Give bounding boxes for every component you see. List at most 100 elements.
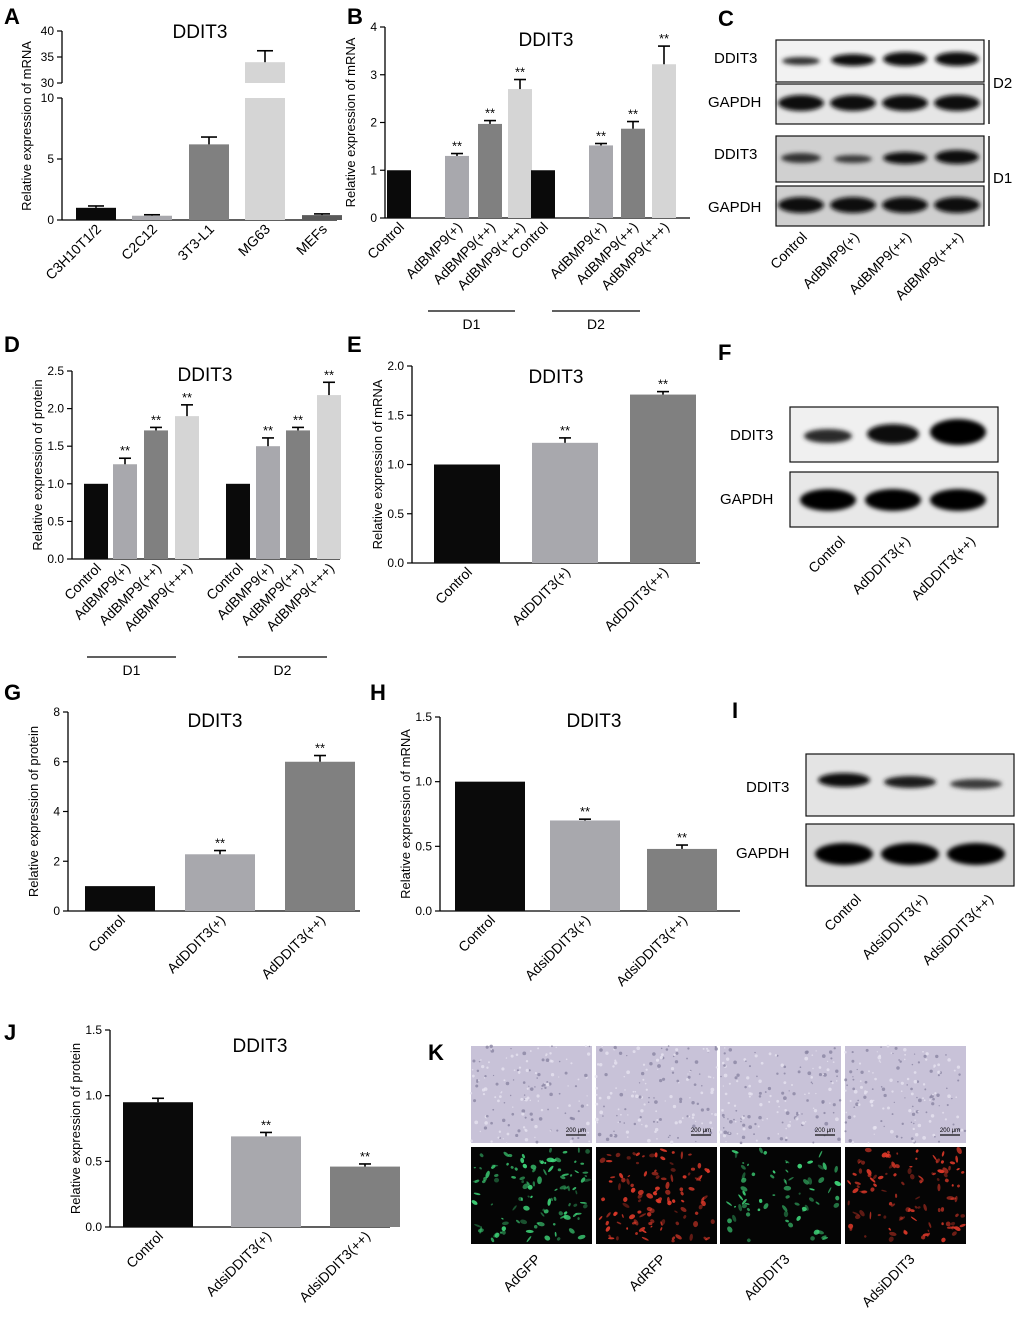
cell-speck [723, 1130, 728, 1135]
fluorescent-cell [627, 1175, 631, 1178]
cell-speck [538, 1117, 543, 1121]
y-tick-label: 1.0 [415, 775, 432, 789]
fluorescent-cell [763, 1150, 768, 1155]
bar [189, 144, 229, 220]
bar [652, 64, 676, 219]
blot-c-row-label: GAPDH [708, 199, 761, 216]
cell-speck [769, 1094, 772, 1098]
cell-speck [960, 1128, 964, 1132]
fluorescent-cell [877, 1175, 884, 1180]
fluorescent-cell [932, 1154, 937, 1161]
y-tick-label: 1.0 [47, 477, 64, 491]
cell-speck [625, 1130, 630, 1134]
fluorescent-cell [510, 1165, 514, 1169]
blot-band [930, 419, 986, 445]
fluorescent-cell [788, 1176, 794, 1181]
cell-speck [910, 1092, 914, 1096]
cell-speck [783, 1096, 787, 1101]
cell-speck [836, 1075, 838, 1078]
cell-speck [669, 1095, 673, 1099]
fluorescent-cell [742, 1162, 745, 1164]
cell-speck [679, 1100, 682, 1104]
y-tick-label: 2 [53, 854, 60, 868]
cell-speck [485, 1114, 489, 1118]
fluorescent-cell [616, 1221, 622, 1225]
cell-speck [672, 1104, 677, 1109]
cell-speck [891, 1113, 894, 1116]
cell-speck [567, 1085, 569, 1087]
cell-speck [808, 1092, 810, 1095]
blot-i-row-label: GAPDH [736, 845, 789, 862]
cell-speck [673, 1053, 676, 1056]
cell-speck [814, 1128, 817, 1132]
fluorescent-cell [556, 1237, 561, 1241]
fluorescent-cell [477, 1228, 484, 1233]
fluorescent-cell [660, 1227, 663, 1231]
cell-speck [500, 1092, 502, 1094]
cell-speck [501, 1067, 505, 1071]
cell-speck [734, 1076, 738, 1080]
fluorescent-cell [550, 1197, 554, 1202]
fluorescent-cell [503, 1151, 509, 1157]
micrograph-label: AdDDIT3 [741, 1251, 793, 1303]
fluorescent-cell [757, 1208, 761, 1212]
fluorescent-cell [881, 1152, 888, 1158]
western-blot-panel-c: DDIT3 GAPDH DDIT3 GAPDH D2 [708, 39, 1012, 303]
fluorescent-cell [554, 1157, 562, 1163]
chart-title: DDIT3 [529, 367, 584, 388]
cell-speck [485, 1045, 489, 1049]
cell-speck [937, 1074, 940, 1077]
cell-speck [851, 1140, 855, 1144]
cell-speck [643, 1103, 646, 1106]
cell-speck [877, 1055, 882, 1060]
fluorescent-cell [514, 1167, 518, 1171]
cell-speck [873, 1126, 877, 1130]
cell-speck [722, 1127, 725, 1129]
cell-speck [844, 1051, 847, 1054]
significance-marker: ** [360, 1149, 370, 1164]
cell-speck [691, 1116, 695, 1119]
significance-marker: ** [182, 390, 192, 405]
cell-speck [781, 1091, 785, 1095]
cell-speck [880, 1046, 882, 1048]
fluorescent-cell [903, 1229, 908, 1235]
fluorescent-cell [622, 1202, 630, 1208]
fluorescent-cell [543, 1209, 549, 1214]
cell-speck [762, 1119, 764, 1121]
blot-band [830, 197, 876, 213]
cell-speck [824, 1121, 829, 1126]
cell-speck [835, 1117, 839, 1122]
cell-speck [699, 1130, 703, 1134]
fluorescent-cell [796, 1215, 801, 1221]
cell-speck [743, 1058, 747, 1061]
fluorescent-cell [956, 1147, 962, 1155]
cell-speck [923, 1099, 926, 1102]
cell-speck [687, 1047, 690, 1050]
cell-speck [501, 1118, 506, 1123]
cell-speck [805, 1121, 807, 1123]
cell-speck [944, 1118, 947, 1121]
fluorescent-cell [821, 1235, 827, 1239]
fluorescent-cell [854, 1214, 861, 1220]
fluorescent-cell [526, 1181, 530, 1186]
blot-band [883, 152, 927, 164]
cell-speck [577, 1110, 580, 1113]
cell-speck [776, 1111, 779, 1114]
cell-speck [922, 1136, 926, 1140]
x-tick-label: Control [364, 219, 407, 262]
fluorescent-cell [888, 1201, 893, 1206]
fluorescent-cell [608, 1180, 613, 1183]
cell-speck [675, 1048, 679, 1052]
cell-speck [524, 1116, 527, 1119]
cell-speck [913, 1122, 915, 1125]
fluorescent-cell [784, 1160, 790, 1164]
cell-speck [670, 1066, 675, 1071]
cell-speck [736, 1079, 739, 1083]
fluorescent-cell [479, 1226, 483, 1234]
fluorescent-cell [615, 1152, 621, 1158]
cell-speck [602, 1115, 604, 1117]
cell-speck [844, 1121, 848, 1124]
western-blot-panel-f: DDIT3 GAPDH Control AdDDIT3(+) AdDDIT3(+… [720, 406, 999, 603]
cell-speck [788, 1090, 790, 1092]
